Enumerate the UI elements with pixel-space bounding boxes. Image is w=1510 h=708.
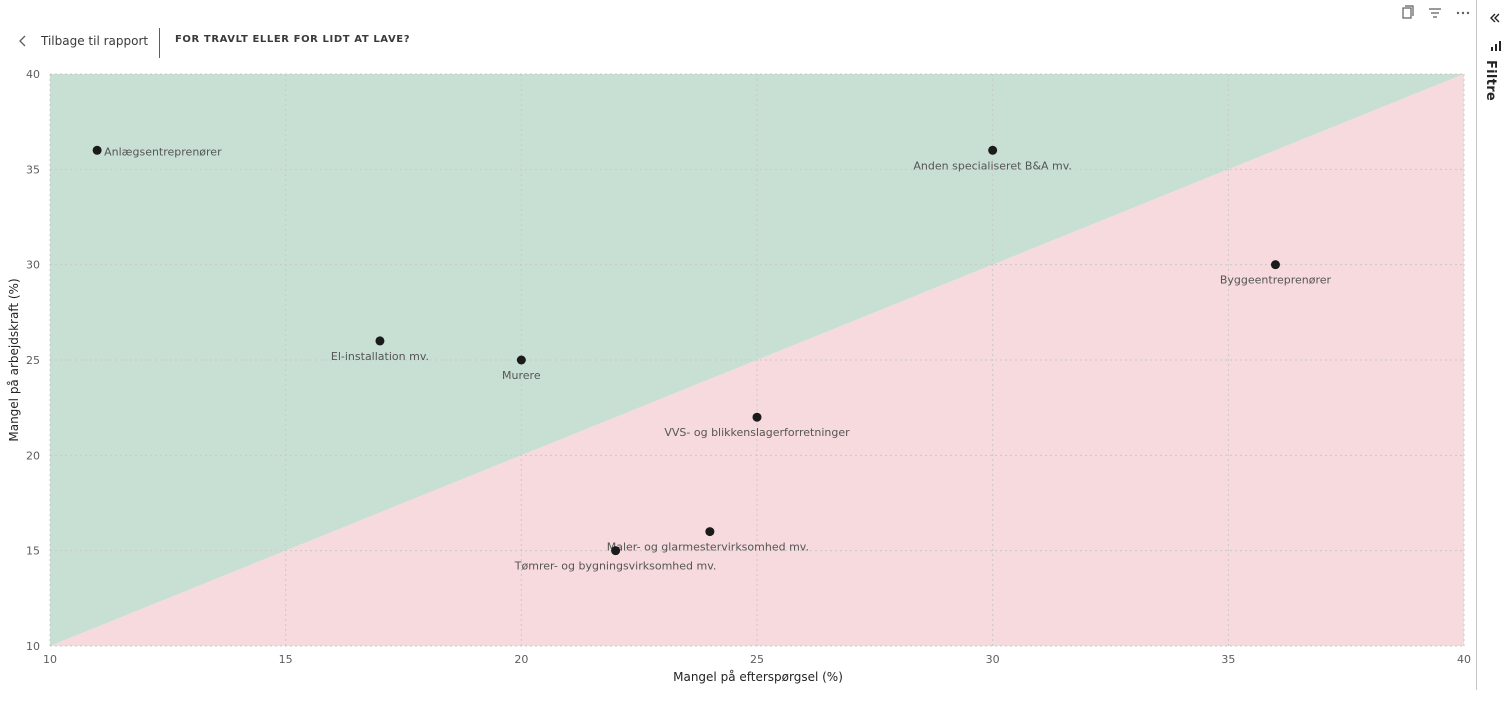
x-tick-label: 20 [514,653,528,666]
data-point[interactable] [988,145,998,155]
data-point-label: Murere [502,369,541,382]
filter-pane: Filtre [1476,0,1510,690]
y-tick-label: 40 [26,68,40,81]
chevron-left-icon [14,31,32,51]
y-tick-label: 10 [26,640,40,653]
x-tick-label: 35 [1221,653,1235,666]
data-point-label: Anden specialiseret B&A mv. [913,159,1072,172]
data-point-label: Byggeentreprenører [1220,274,1332,287]
y-axis-ticks: 10 15 20 25 30 35 40 [26,68,40,653]
more-options-icon[interactable] [1454,5,1472,21]
x-tick-label: 25 [750,653,764,666]
x-axis-title: Mangel på efterspørgsel (%) [673,670,843,684]
x-tick-label: 30 [986,653,1000,666]
x-axis-ticks: 10 15 20 25 30 35 40 [43,653,1471,666]
data-point[interactable] [516,355,526,365]
y-tick-label: 20 [26,449,40,462]
y-tick-label: 25 [26,354,40,367]
visual-header-icons [1398,5,1472,21]
data-point[interactable] [752,412,762,422]
back-button-label: Tilbage til rapport [41,34,149,48]
scatter-chart: 10 15 20 25 30 35 40 10 15 20 25 30 35 40 Anlægsentr… [7,68,1471,684]
collapse-icon[interactable] [1487,10,1503,26]
x-tick-label: 15 [279,653,293,666]
y-tick-label: 15 [26,545,40,558]
data-point-label: Maler- og glarmestervirksomhed mv. [607,541,809,554]
page-title: FOR TRAVLT ELLER FOR LIDT AT LAVE? [175,34,411,45]
data-point[interactable] [705,527,715,537]
data-point[interactable] [375,336,385,346]
x-tick-label: 10 [43,653,57,666]
data-point-label: VVS- og blikkenslagerforretninger [664,426,850,439]
y-tick-label: 30 [26,259,40,272]
y-axis-title: Mangel på arbejdskraft (%) [7,278,21,441]
data-point-label: El-installation mv. [331,350,429,363]
x-tick-label: 40 [1457,653,1471,666]
gridlines [49,73,1465,647]
header-divider [159,28,160,58]
copy-icon[interactable] [1398,5,1416,21]
data-point[interactable] [1270,260,1280,270]
data-point[interactable] [92,145,102,155]
data-point-label: Anlægsentreprenører [104,145,222,158]
filter-pane-label[interactable]: Filtre [1483,60,1498,102]
data-points: Anlægsentreprenører Anden specialiseret B… [92,145,1332,573]
y-tick-label: 35 [26,163,40,176]
filter-icon[interactable] [1426,5,1444,21]
data-point[interactable] [611,546,621,556]
data-point-label: Tømrer- og bygningsvirksomhed mv. [514,560,717,573]
back-to-report-button[interactable]: Tilbage til rapport [14,28,148,54]
filter-bars-icon [1489,38,1503,52]
